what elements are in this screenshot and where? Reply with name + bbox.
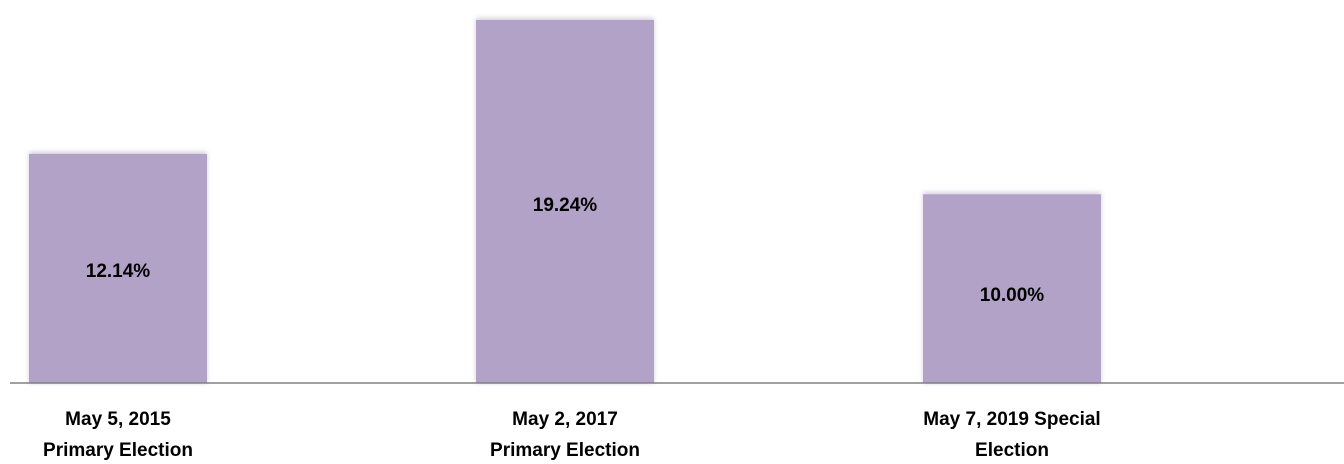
bar-2	[476, 20, 654, 383]
data-label-3: 10.00%	[980, 285, 1045, 306]
data-label-2: 19.24%	[533, 195, 598, 216]
category-labels: 12.14% May 5, 2015 Primary Election 19.24% M…	[43, 195, 1101, 461]
category-label-3-line-2: Election	[975, 440, 1049, 461]
category-label-3-line-1: May 7, 2019 Special	[923, 409, 1100, 430]
category-label-1-line-1: May 5, 2015	[65, 409, 171, 430]
data-label-1: 12.14%	[86, 261, 151, 282]
category-label-2-line-1: May 2, 2017	[512, 409, 618, 430]
category-label-2-line-2: Primary Election	[490, 440, 640, 461]
category-label-1-line-2: Primary Election	[43, 440, 193, 461]
bar-1	[29, 153, 207, 383]
bar-3	[923, 194, 1101, 383]
bars	[29, 18, 1101, 383]
